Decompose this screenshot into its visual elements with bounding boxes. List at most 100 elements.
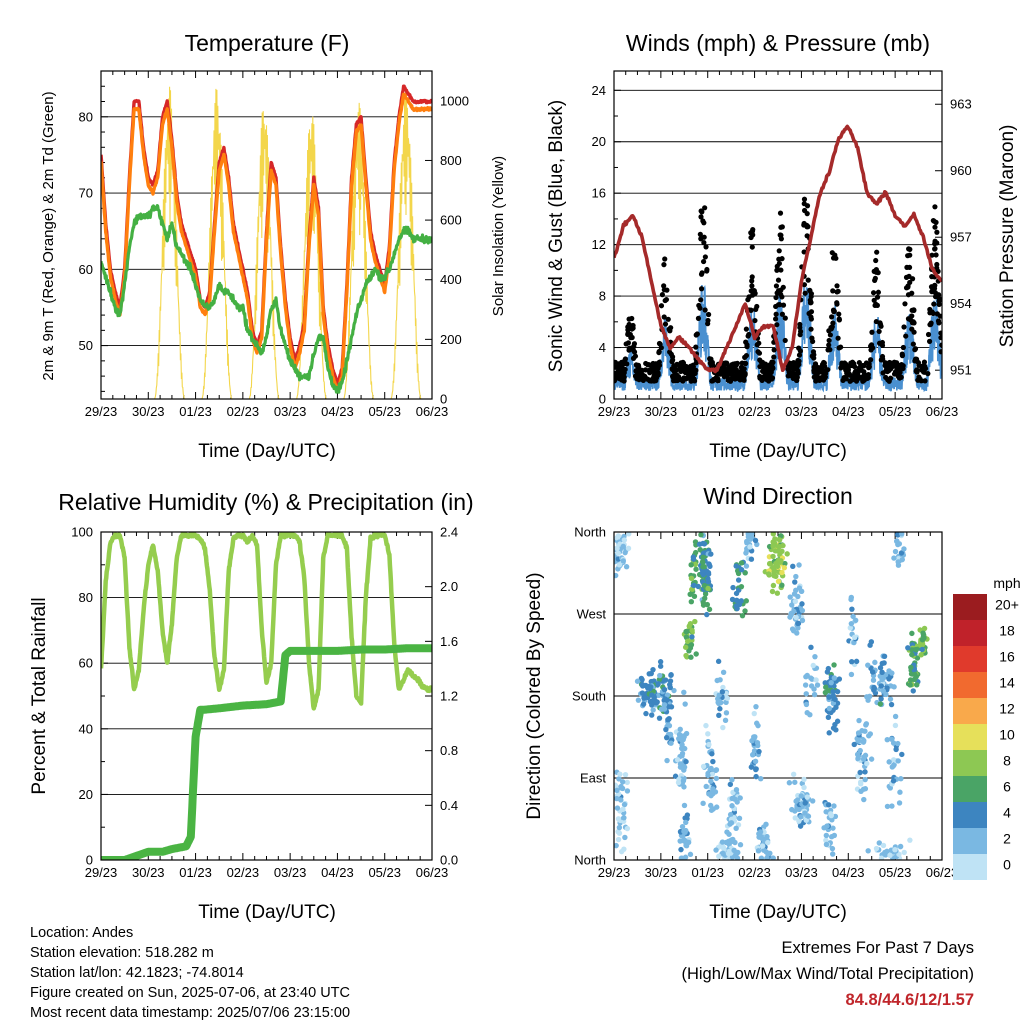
plot-frame xyxy=(100,70,433,400)
direction-point xyxy=(876,840,882,846)
direction-point xyxy=(650,666,656,673)
gust-point xyxy=(866,361,872,367)
gust-point xyxy=(656,340,663,347)
gust-point xyxy=(932,246,938,252)
gust-point xyxy=(727,377,733,383)
gust-point xyxy=(722,372,728,379)
direction-point xyxy=(682,701,688,707)
gust-point xyxy=(861,377,867,383)
winds-xlabel: Time (Day/UTC) xyxy=(709,441,847,462)
direction-point xyxy=(909,630,915,637)
direction-point xyxy=(888,701,895,708)
gust-point xyxy=(749,274,755,280)
direction-point xyxy=(830,693,837,699)
gust-point xyxy=(752,317,758,324)
colorbar-swatch xyxy=(953,646,987,672)
direction-point xyxy=(639,676,645,683)
gust-point xyxy=(927,322,933,328)
gust-point xyxy=(658,303,665,309)
figure-created: Figure created on Sun, 2025-07-06, at 23… xyxy=(30,985,350,1001)
gust-point xyxy=(700,258,707,265)
direction-point xyxy=(891,555,897,561)
direction-point xyxy=(701,564,707,570)
x-tick-label: 03/23 xyxy=(274,865,307,880)
gust-point xyxy=(653,361,659,367)
direction-point xyxy=(681,764,688,770)
y-tick-label: 4 xyxy=(599,340,606,355)
direction-point xyxy=(792,808,798,814)
gust-point xyxy=(816,377,823,383)
direction-point xyxy=(713,767,720,773)
gust-point xyxy=(834,283,840,289)
colorbar-label: 18 xyxy=(999,623,1015,639)
direction-point xyxy=(688,575,695,581)
direction-point xyxy=(618,848,625,855)
gust-point xyxy=(773,311,779,317)
direction-point xyxy=(657,663,664,669)
direction-point xyxy=(847,625,853,631)
gust-point xyxy=(931,285,938,292)
direction-point xyxy=(621,801,628,808)
direction-point xyxy=(796,818,802,824)
direction-point xyxy=(855,755,861,761)
direction-point xyxy=(701,541,708,547)
direction-point xyxy=(798,793,804,799)
gust-point xyxy=(802,290,808,296)
gust-point xyxy=(801,196,808,202)
direction-point xyxy=(802,800,808,806)
direction-point xyxy=(681,828,687,835)
direction-point xyxy=(897,843,904,850)
gust-point xyxy=(843,367,849,373)
direction-point xyxy=(860,738,867,745)
gust-point xyxy=(826,342,832,348)
gust-point xyxy=(697,231,703,237)
direction-point xyxy=(699,570,706,576)
direction-point xyxy=(790,563,796,570)
direction-point xyxy=(716,698,722,704)
direction-point xyxy=(688,562,694,568)
direction-point xyxy=(869,669,876,675)
winds-ylabel: Sonic Wind & Gust (Blue, Black) xyxy=(546,100,567,372)
gust-point xyxy=(705,321,711,327)
y-tick-label: 80 xyxy=(79,590,93,605)
gust-point xyxy=(741,377,747,383)
gust-point xyxy=(835,288,841,294)
gust-point xyxy=(801,249,807,255)
direction-point xyxy=(798,814,804,820)
direction-point xyxy=(704,611,710,618)
direction-point xyxy=(681,689,687,695)
direction-point xyxy=(803,817,809,823)
direction-point xyxy=(672,773,679,779)
gust-point xyxy=(769,376,775,382)
gust-point xyxy=(742,361,749,367)
direction-point xyxy=(684,654,690,660)
direction-point xyxy=(724,695,731,701)
gust-point xyxy=(649,368,655,375)
relative-humidity-line xyxy=(101,532,432,711)
direction-point xyxy=(878,683,884,689)
direction-point xyxy=(831,803,837,809)
gust-point xyxy=(662,256,668,262)
x-tick-label: 03/23 xyxy=(785,404,818,419)
direction-point xyxy=(756,748,762,755)
direction-point xyxy=(823,841,830,848)
direction-point xyxy=(832,813,839,820)
direction-point xyxy=(814,682,821,688)
gust-point xyxy=(868,342,875,348)
gust-point xyxy=(909,326,915,332)
direction-point xyxy=(667,731,674,738)
direction-point xyxy=(698,532,704,538)
direction-point xyxy=(766,561,773,567)
direction-point xyxy=(878,855,885,860)
direction-point xyxy=(763,849,769,855)
direction-point xyxy=(787,594,793,600)
direction-point xyxy=(877,701,884,707)
gust-point xyxy=(630,355,637,361)
direction-point xyxy=(758,855,765,860)
direction-point xyxy=(705,731,711,737)
gust-point xyxy=(775,302,782,308)
gust-point xyxy=(822,363,828,369)
y-tick-label: 12 xyxy=(592,237,606,252)
gust-point xyxy=(698,286,705,292)
y-tick-label: 0 xyxy=(86,853,93,868)
